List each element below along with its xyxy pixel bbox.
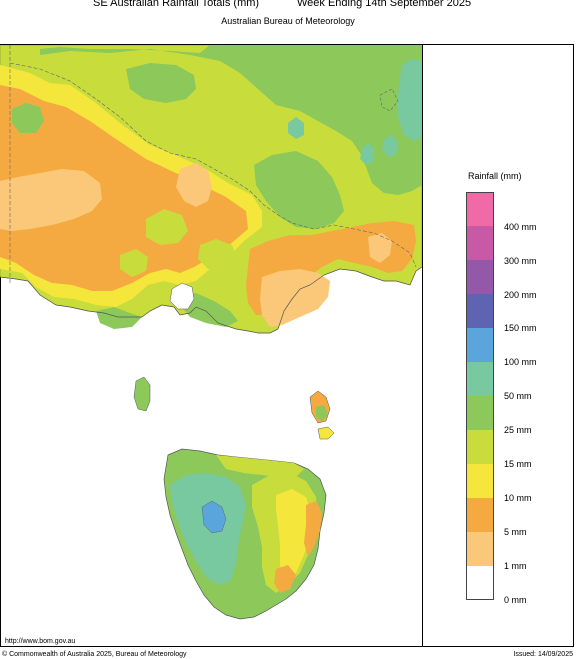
mainland-50mm-blob1 xyxy=(288,117,304,139)
bom-url-link[interactable]: http://www.bom.gov.au xyxy=(5,638,76,645)
legend-band-15 xyxy=(466,430,494,464)
mainland-15mm-blob1 xyxy=(146,209,188,245)
mainland-25mm-south xyxy=(180,293,238,327)
port-phillip-bay xyxy=(169,282,195,310)
tasmania-100mm-core xyxy=(201,500,227,534)
mainland-25mm-southwest xyxy=(96,307,142,329)
map-title-right: Week Ending 14th September 2025 xyxy=(297,0,472,9)
mainland-5mm xyxy=(0,85,248,291)
mainland-1mm-southeast xyxy=(260,269,330,327)
rainfall-map xyxy=(0,45,422,620)
copyright-notice: © Commonwealth of Australia 2025, Bureau… xyxy=(2,651,187,658)
legend-label-100: 100 mm xyxy=(504,357,537,367)
coastline xyxy=(0,266,422,334)
mainland-25mm-ne xyxy=(254,151,344,229)
mainland-25mm-blob1 xyxy=(126,63,196,103)
mainland-1mm-east xyxy=(368,233,392,263)
mainland-25mm-north xyxy=(40,45,422,195)
legend-divider xyxy=(422,44,423,647)
legend-label-15: 15 mm xyxy=(504,459,532,469)
tasmania-5mm-south xyxy=(274,565,296,593)
cape-barren-island xyxy=(317,426,335,440)
legend-label-400: 400 mm xyxy=(504,222,537,232)
mainland-50mm-east xyxy=(398,59,422,141)
legend-band-25 xyxy=(466,396,494,430)
legend-label-10: 10 mm xyxy=(504,493,532,503)
legend-label-150: 150 mm xyxy=(504,323,537,333)
mainland-region xyxy=(0,45,422,334)
legend-label-1: 1 mm xyxy=(504,561,527,571)
mainland-15mm-blob3 xyxy=(120,249,148,277)
legend-label-25: 25 mm xyxy=(504,425,532,435)
issued-date: Issued: 14/09/2025 xyxy=(513,651,573,658)
mainland-50mm-blob3 xyxy=(382,135,398,157)
map-title-left: SE Australian Rainfall Totals (mm) xyxy=(93,0,260,9)
legend-label-50: 50 mm xyxy=(504,391,532,401)
legend-label-5: 5 mm xyxy=(504,527,527,537)
legend-band-0 xyxy=(466,566,494,600)
mainland-50mm-blob2 xyxy=(360,143,374,165)
map-subtitle: Australian Bureau of Meteorology xyxy=(221,16,355,26)
legend-band-1 xyxy=(466,532,494,566)
legend-band-5 xyxy=(466,498,494,532)
legend-title: Rainfall (mm) xyxy=(468,171,522,181)
legend-label-200: 200 mm xyxy=(504,290,537,300)
tasmania-north-15mm xyxy=(216,455,304,477)
mainland-1mm-west xyxy=(0,169,102,231)
legend-band-300 xyxy=(466,226,494,260)
legend-label-300: 300 mm xyxy=(504,256,537,266)
state-border-nsw-vic xyxy=(9,62,417,268)
king-island xyxy=(133,376,151,412)
legend-label-0: 0 mm xyxy=(504,595,527,605)
legend-band-400 xyxy=(466,192,494,226)
mainland-15mm-blob2 xyxy=(198,239,238,269)
legend-band-200 xyxy=(466,260,494,294)
tasmania-region xyxy=(163,448,327,620)
state-border-act xyxy=(379,88,399,112)
map-title: SE Australian Rainfall Totals (mm) Week … xyxy=(0,0,576,14)
mainland-1mm-central xyxy=(176,163,212,207)
legend-band-10 xyxy=(466,464,494,498)
legend-band-50 xyxy=(466,362,494,396)
legend-band-150 xyxy=(466,294,494,328)
flinders-island-green xyxy=(316,405,328,421)
legend-band-100 xyxy=(466,328,494,362)
mainland-25mm-blob2 xyxy=(12,103,44,133)
tasmania-5mm-coast xyxy=(304,501,322,557)
tasmania-10mm-east xyxy=(276,489,312,581)
map-frame xyxy=(0,44,574,647)
